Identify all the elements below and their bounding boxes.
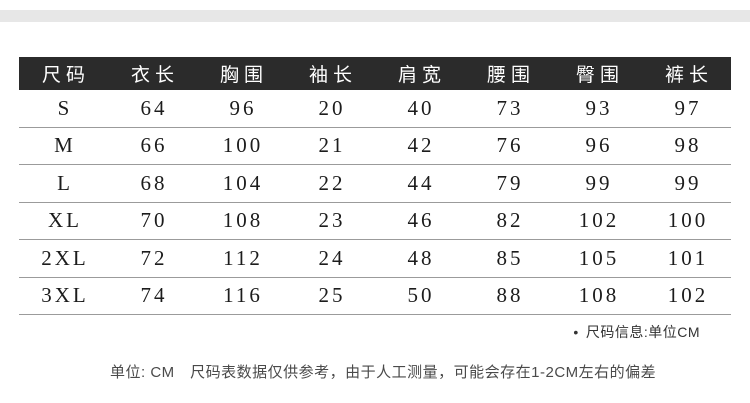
table-cell: 20 bbox=[318, 95, 346, 120]
header-cell-pants-length: 裤长 bbox=[664, 65, 713, 86]
bullet-icon: • bbox=[573, 324, 579, 340]
table-cell: 102 bbox=[578, 208, 620, 233]
table-cell: 79 bbox=[496, 170, 524, 195]
table-cell: 40 bbox=[407, 95, 435, 120]
table-cell: 100 bbox=[222, 133, 264, 158]
measurement-disclaimer: 单位: CM 尺码表数据仅供参考，由于人工测量，可能会存在1-2CM左右的偏差 bbox=[110, 364, 657, 381]
table-cell: 48 bbox=[407, 245, 435, 270]
table-cell: 108 bbox=[578, 283, 620, 308]
size-label: S bbox=[57, 95, 73, 120]
table-cell: 96 bbox=[229, 95, 257, 120]
table-row-2xl: 2XL 72 112 24 48 85 105 101 bbox=[19, 240, 731, 278]
table-cell: 105 bbox=[578, 245, 620, 270]
table-cell: 98 bbox=[674, 133, 702, 158]
table-cell: 116 bbox=[223, 283, 263, 308]
table-cell: 22 bbox=[318, 170, 346, 195]
table-cell: 23 bbox=[318, 208, 346, 233]
header-cell-size: 尺码 bbox=[41, 65, 90, 86]
table-cell: 102 bbox=[667, 283, 709, 308]
table-cell: 112 bbox=[223, 245, 263, 270]
table-cell: 64 bbox=[140, 95, 168, 120]
table-cell: 76 bbox=[496, 133, 524, 158]
table-row-l: L 68 104 22 44 79 99 99 bbox=[19, 165, 731, 203]
table-cell: 73 bbox=[496, 95, 524, 120]
table-cell: 93 bbox=[585, 95, 613, 120]
table-cell: 46 bbox=[407, 208, 435, 233]
size-label: 2XL bbox=[41, 245, 89, 270]
table-cell: 99 bbox=[585, 170, 613, 195]
size-label: 3XL bbox=[41, 283, 89, 308]
table-row-3xl: 3XL 74 116 25 50 88 108 102 bbox=[19, 278, 731, 315]
table-cell: 42 bbox=[407, 133, 435, 158]
table-cell: 44 bbox=[407, 170, 435, 195]
size-label: M bbox=[54, 133, 76, 158]
table-cell: 74 bbox=[140, 283, 168, 308]
table-row-s: S 64 96 20 40 73 93 97 bbox=[19, 90, 731, 128]
header-cell-hip: 臀围 bbox=[575, 65, 624, 86]
header-cell-shoulder-width: 肩宽 bbox=[397, 65, 446, 86]
table-cell: 101 bbox=[667, 245, 709, 270]
table-cell: 82 bbox=[496, 208, 524, 233]
table-cell: 66 bbox=[140, 133, 168, 158]
top-divider-band bbox=[0, 10, 750, 22]
table-cell: 50 bbox=[407, 283, 435, 308]
size-label: XL bbox=[48, 208, 82, 233]
table-cell: 99 bbox=[674, 170, 702, 195]
size-table: 尺码 衣长 胸围 袖长 肩宽 腰围 臀围 裤长 S 64 96 20 40 73… bbox=[19, 57, 731, 315]
table-cell: 21 bbox=[318, 133, 346, 158]
table-cell: 108 bbox=[222, 208, 264, 233]
table-cell: 88 bbox=[496, 283, 524, 308]
size-unit-note: • 尺码信息:单位CM bbox=[573, 322, 700, 342]
table-cell: 100 bbox=[667, 208, 709, 233]
size-unit-note-text: 尺码信息:单位CM bbox=[585, 324, 700, 340]
header-cell-waist: 腰围 bbox=[486, 65, 535, 86]
table-cell: 24 bbox=[318, 245, 346, 270]
table-cell: 72 bbox=[140, 245, 168, 270]
size-label: L bbox=[57, 170, 73, 195]
table-cell: 68 bbox=[140, 170, 168, 195]
header-cell-bust: 胸围 bbox=[219, 65, 268, 86]
header-cell-sleeve-length: 袖长 bbox=[308, 65, 357, 86]
table-cell: 96 bbox=[585, 133, 613, 158]
table-cell: 85 bbox=[496, 245, 524, 270]
table-cell: 104 bbox=[222, 170, 264, 195]
table-row-xl: XL 70 108 23 46 82 102 100 bbox=[19, 203, 731, 240]
header-cell-garment-length: 衣长 bbox=[130, 65, 179, 86]
table-cell: 25 bbox=[318, 283, 346, 308]
table-row-m: M 66 100 21 42 76 96 98 bbox=[19, 128, 731, 165]
table-cell: 97 bbox=[674, 95, 702, 120]
table-cell: 70 bbox=[140, 208, 168, 233]
size-table-header-row: 尺码 衣长 胸围 袖长 肩宽 腰围 臀围 裤长 bbox=[19, 57, 731, 90]
